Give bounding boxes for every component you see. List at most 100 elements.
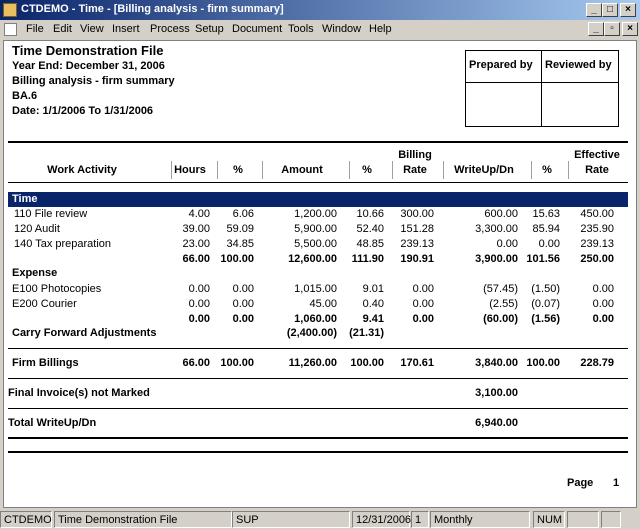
app-icon (3, 3, 17, 17)
report-page: Time Demonstration File Year End: Decembe… (3, 40, 637, 508)
cell: 0.00 (232, 283, 254, 295)
menu-item[interactable]: File (26, 23, 44, 35)
cell: 0.00 (592, 313, 614, 325)
cell: 39.00 (182, 223, 210, 235)
cell: 48.85 (356, 238, 384, 250)
cell: 3,300.00 (475, 223, 518, 235)
cell: (21.31) (349, 327, 384, 339)
cell: (2,400.00) (286, 327, 337, 339)
doc-restore-button[interactable]: ▫ (604, 22, 620, 36)
menu-item[interactable]: Window (322, 23, 362, 35)
cell: 239.13 (580, 238, 614, 250)
cell: 9.01 (362, 283, 384, 295)
status-text: Monthly (434, 514, 473, 526)
cell: 0.00 (496, 238, 518, 250)
cell: (1.50) (531, 283, 560, 295)
row-label: 110 File review (14, 208, 88, 220)
report-header-year-end: Year End: December 31, 2006 (12, 60, 165, 72)
column-separator (349, 161, 350, 179)
status-panel (601, 511, 621, 528)
status-panel: Time Demonstration File (54, 511, 232, 528)
page-number: 1 (613, 477, 620, 489)
minimize-button[interactable]: _ (586, 3, 602, 17)
column-header: % (542, 164, 552, 176)
column-separator (392, 161, 393, 179)
cell: 15.63 (532, 208, 560, 220)
column-separator (443, 161, 444, 179)
cell: 100.00 (220, 253, 254, 265)
column-header: Amount (281, 164, 323, 176)
cell: 34.85 (226, 238, 254, 250)
column-header: Effective (574, 149, 620, 161)
cell: 12,600.00 (288, 253, 337, 265)
cell: 250.00 (580, 253, 614, 265)
cell: 10.66 (356, 208, 384, 220)
menu-item[interactable]: View (80, 23, 104, 35)
cell: 0.00 (188, 298, 210, 310)
report-header-date-range: Date: 1/1/2006 To 1/31/2006 (12, 105, 154, 117)
column-header: Hours (174, 164, 206, 176)
column-header: % (233, 164, 243, 176)
cell: 0.00 (538, 238, 560, 250)
column-header: Billing (398, 149, 432, 161)
cell: 0.00 (412, 313, 434, 325)
page-label: Page (567, 477, 594, 489)
doc-close-button[interactable]: × (622, 22, 638, 36)
menu-item[interactable]: Document (232, 23, 283, 35)
cell: 0.00 (412, 283, 434, 295)
cell: 0.00 (232, 313, 254, 325)
cell: 111.90 (351, 253, 384, 265)
status-panel: CTDEMO (0, 511, 52, 528)
cell: 170.61 (400, 357, 434, 369)
cell: 0.00 (232, 298, 254, 310)
cell: 23.00 (182, 238, 210, 250)
close-button[interactable]: × (620, 3, 636, 17)
menu-item[interactable]: Process (150, 23, 190, 35)
doc-minimize-button[interactable]: _ (588, 22, 604, 36)
cell: 235.90 (580, 223, 614, 235)
cell: 3,840.00 (475, 357, 518, 369)
cell: 3,100.00 (475, 387, 518, 399)
report-header-code: BA.6 (12, 90, 38, 102)
status-text: Time Demonstration File (58, 514, 178, 526)
menu-item[interactable]: Edit (53, 23, 72, 35)
cell: 450.00 (580, 208, 614, 220)
cell: 190.91 (400, 253, 434, 265)
cell: 5,500.00 (294, 238, 337, 250)
menu-item[interactable]: Setup (195, 23, 224, 35)
row-label: Firm Billings (12, 357, 79, 369)
menu-item[interactable]: Tools (288, 23, 314, 35)
menu-bar: _ ▫ × File Edit View Insert Process Setup Docu… (0, 20, 640, 39)
rule-line (8, 141, 628, 143)
row-label: E200 Courier (12, 298, 77, 310)
cell: 6.06 (232, 208, 254, 220)
column-separator (262, 161, 263, 179)
cell: (60.00) (483, 313, 518, 325)
row-label: Final Invoice(s) not Marked (8, 387, 150, 399)
rule-line (8, 408, 628, 409)
rule-line (8, 451, 628, 453)
window-title: CTDEMO - Time - [Billing analysis - firm… (21, 3, 284, 15)
signoff-box (465, 50, 619, 127)
column-separator (171, 161, 172, 179)
status-panel: 12/31/2006 (352, 511, 411, 528)
row-label: 120 Audit (14, 223, 60, 235)
column-separator (568, 161, 569, 179)
cell: (57.45) (483, 283, 518, 295)
row-label: Carry Forward Adjustments (12, 327, 157, 339)
status-panel: NUM (533, 511, 565, 528)
rule-line (8, 182, 628, 183)
menu-item[interactable]: Insert (112, 23, 140, 35)
cell: 6,940.00 (475, 417, 518, 429)
cell: 0.00 (412, 298, 434, 310)
row-label: E100 Photocopies (12, 283, 102, 295)
row-label: Total WriteUp/Dn (8, 417, 97, 429)
column-header: WriteUp/Dn (454, 164, 514, 176)
cell: 151.28 (400, 223, 434, 235)
rule-line (8, 348, 628, 349)
maximize-button[interactable]: □ (602, 3, 618, 17)
title-bar: CTDEMO - Time - [Billing analysis - firm… (0, 0, 640, 20)
menu-item[interactable]: Help (369, 23, 392, 35)
cell: 45.00 (309, 298, 337, 310)
